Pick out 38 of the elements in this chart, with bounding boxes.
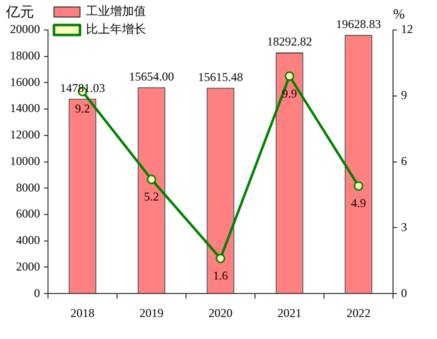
x-tick-label: 2018 <box>70 306 94 320</box>
x-tick-label: 2022 <box>346 306 370 320</box>
y-tick-label: 6000 <box>16 206 40 221</box>
y-tick-label: 12000 <box>10 128 40 142</box>
y-tick-label: 20000 <box>10 22 40 36</box>
y-tick-label: 18000 <box>10 48 40 63</box>
y-tick-label: 8000 <box>16 180 40 194</box>
y2-tick-label: 9 <box>401 88 407 102</box>
legend-label: 比上年增长 <box>86 22 146 36</box>
data-label: 5.2 <box>144 190 159 204</box>
y2-tick-label: 0 <box>401 286 407 300</box>
x-tick-label: 2021 <box>278 306 302 320</box>
point <box>354 181 364 191</box>
data-label: 19628.83 <box>336 17 381 32</box>
y-axis-title: 亿元 <box>5 4 34 21</box>
data-label: 14781.03 <box>60 80 105 95</box>
point <box>284 71 294 81</box>
legend-label: 工业增加值 <box>86 4 146 18</box>
x-tick-label: 2020 <box>208 306 232 320</box>
y2-tick-label: 3 <box>401 220 407 234</box>
y2-axis-title: % <box>393 8 406 23</box>
data-label: 15654.00 <box>129 69 174 84</box>
y-tick-label: 2000 <box>16 259 40 274</box>
point <box>146 174 156 184</box>
y-tick-label: 14000 <box>10 101 40 116</box>
data-label: 15615.48 <box>198 70 243 84</box>
data-label: 4.9 <box>351 196 366 210</box>
data-label: 1.6 <box>213 268 228 283</box>
x-tick-label: 2019 <box>140 306 164 320</box>
y-tick-label: 10000 <box>10 154 40 168</box>
y2-tick-label: 6 <box>401 154 407 168</box>
y-tick-label: 4000 <box>16 233 40 248</box>
data-label: 9.2 <box>75 102 90 116</box>
y2-tick-label: 12 <box>401 22 413 36</box>
y-tick-label: 0 <box>34 286 40 300</box>
y-tick-label: 16000 <box>10 74 40 89</box>
data-label: 18292.82 <box>267 34 312 49</box>
point <box>216 254 226 264</box>
